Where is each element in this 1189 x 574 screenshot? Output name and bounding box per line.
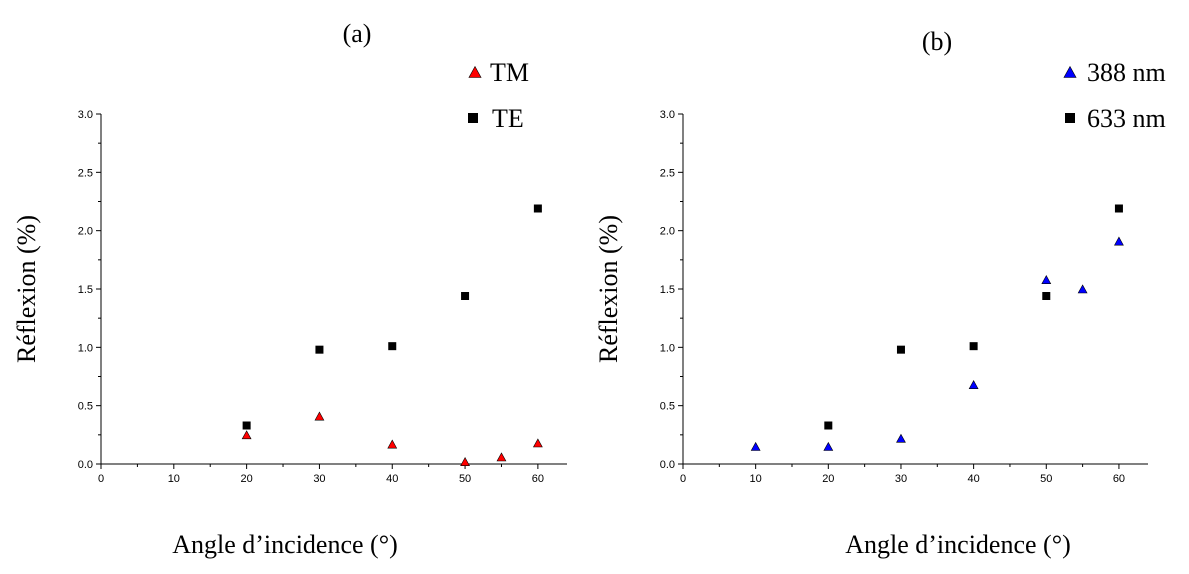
x-axis-label: Angle d’incidence (°) bbox=[845, 530, 1071, 559]
legend-marker bbox=[468, 113, 478, 123]
series-388-nm bbox=[750, 236, 1124, 451]
data-point bbox=[461, 292, 470, 300]
legend-label: 633 nm bbox=[1087, 104, 1166, 133]
data-point bbox=[1077, 284, 1088, 294]
legend-label: 388 nm bbox=[1087, 58, 1166, 87]
legend-marker bbox=[1065, 113, 1075, 123]
y-tick-label: 3.0 bbox=[660, 109, 675, 121]
chart-title: (a) bbox=[343, 19, 372, 48]
legend-label: TE bbox=[492, 104, 524, 133]
y-axis-label: Réflexion (%) bbox=[594, 215, 623, 363]
chart-panel-b: (b) 0 10 20 30 40 50 60 0.0 0.5 1.0 1.5 2.0 2.5 3.0 Ang… bbox=[594, 27, 1166, 559]
x-tick-label: 60 bbox=[532, 473, 544, 485]
legend-marker bbox=[468, 65, 482, 78]
series-te bbox=[242, 204, 542, 430]
y-tick-label: 1.5 bbox=[78, 284, 93, 296]
x-tick-label: 20 bbox=[241, 473, 253, 485]
data-point bbox=[387, 439, 398, 449]
x-tick-label: 10 bbox=[168, 473, 180, 485]
data-point bbox=[968, 380, 979, 389]
data-point bbox=[1042, 292, 1051, 300]
y-tick-label: 0.0 bbox=[78, 459, 93, 471]
y-tick-label: 3.0 bbox=[78, 109, 93, 121]
legend: TM TE bbox=[468, 58, 529, 133]
y-tick-label: 0.5 bbox=[78, 401, 93, 413]
data-point bbox=[1041, 275, 1052, 284]
series-tm bbox=[241, 411, 543, 466]
y-tick-label: 2.0 bbox=[660, 226, 675, 238]
y-tick-label: 2.0 bbox=[78, 226, 93, 238]
legend-marker bbox=[1063, 65, 1077, 78]
data-point bbox=[823, 441, 834, 451]
y-tick-label: 1.5 bbox=[660, 284, 675, 296]
data-point bbox=[1114, 236, 1124, 246]
y-tick-label: 1.0 bbox=[660, 342, 675, 354]
x-tick-label: 40 bbox=[968, 473, 980, 485]
data-point bbox=[388, 342, 397, 351]
legend: 388 nm 633 nm bbox=[1063, 58, 1166, 133]
y-tick-label: 1.0 bbox=[78, 342, 93, 354]
x-tick-label: 0 bbox=[98, 473, 104, 485]
chart-panel-a: (a) 0 10 20 30 40 50 60 0.0 0.5 1.0 1.5 2.0 2.5 3.0 Ang… bbox=[12, 19, 567, 559]
x-tick-label: 30 bbox=[895, 473, 907, 485]
data-point bbox=[532, 438, 543, 448]
x-tick-label: 40 bbox=[386, 473, 398, 485]
data-point bbox=[896, 345, 905, 354]
y-tick-label: 0.5 bbox=[660, 401, 675, 413]
x-tick-label: 20 bbox=[822, 473, 834, 485]
x-axis-label: Angle d’incidence (°) bbox=[172, 530, 398, 559]
data-point bbox=[460, 457, 470, 466]
data-point bbox=[533, 204, 542, 213]
data-point bbox=[824, 421, 833, 430]
y-tick-label: 2.5 bbox=[78, 167, 93, 179]
data-point bbox=[1114, 204, 1123, 213]
data-point bbox=[969, 342, 978, 351]
x-tick-label: 50 bbox=[459, 473, 471, 485]
series-633-nm bbox=[824, 204, 1123, 430]
data-point bbox=[896, 433, 906, 443]
y-tick-label: 2.5 bbox=[660, 167, 675, 179]
x-tick-label: 30 bbox=[313, 473, 325, 485]
data-point bbox=[496, 452, 507, 462]
data-point bbox=[314, 411, 325, 421]
y-axis-label: Réflexion (%) bbox=[12, 215, 41, 363]
x-tick-label: 50 bbox=[1040, 473, 1052, 485]
x-tick-label: 0 bbox=[680, 473, 686, 485]
legend-label: TM bbox=[490, 58, 529, 87]
x-tick-label: 10 bbox=[750, 473, 762, 485]
chart-title: (b) bbox=[922, 27, 952, 56]
data-point bbox=[750, 441, 761, 451]
data-point bbox=[242, 421, 251, 430]
x-tick-label: 60 bbox=[1113, 473, 1125, 485]
data-point bbox=[315, 345, 324, 354]
data-point bbox=[241, 430, 252, 440]
y-tick-label: 0.0 bbox=[660, 459, 675, 471]
